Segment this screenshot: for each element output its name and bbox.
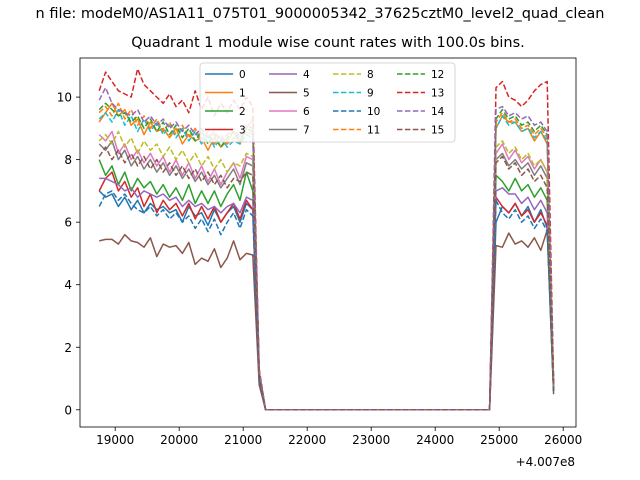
legend-label: 12 xyxy=(431,69,444,81)
y-tick-label: 10 xyxy=(57,91,72,105)
y-tick-label: 0 xyxy=(64,403,72,417)
x-tick-label: 26000 xyxy=(544,433,582,447)
series-2-line xyxy=(98,159,555,411)
legend-label: 10 xyxy=(367,106,380,118)
y-tick-label: 2 xyxy=(64,341,72,355)
legend-label: 9 xyxy=(367,88,374,100)
x-tick-label: 19000 xyxy=(96,433,134,447)
series-11-line xyxy=(98,102,555,411)
legend-label: 3 xyxy=(239,125,246,137)
series-4-line xyxy=(99,177,555,411)
y-axis: 0 2 4 6 8 10 xyxy=(57,91,80,417)
x-tick-label: 21000 xyxy=(224,433,262,447)
y-tick-label: 8 xyxy=(64,153,72,167)
series-1-line xyxy=(98,102,555,411)
figure-suptitle: n file: modeM0/AS1A11_075T01_9000005342_… xyxy=(35,6,605,22)
y-tick-label: 6 xyxy=(64,216,72,230)
x-tick-label: 24000 xyxy=(416,433,454,447)
series-7-line xyxy=(98,140,555,411)
x-axis: 19000 20000 21000 22000 23000 24000 25000 26000 xyxy=(96,427,582,447)
legend-label: 6 xyxy=(303,106,310,118)
x-tick-label: 22000 xyxy=(288,433,326,447)
x-tick-label: 25000 xyxy=(480,433,518,447)
legend-label: 14 xyxy=(431,106,445,118)
series-5-line xyxy=(99,229,555,411)
x-tick-label: 23000 xyxy=(352,433,390,447)
series-6-line xyxy=(98,130,555,411)
legend-label: 7 xyxy=(303,125,310,137)
legend-label: 11 xyxy=(367,125,380,137)
legend-label: 4 xyxy=(303,69,310,81)
series-3-line xyxy=(98,171,555,411)
series-10-line xyxy=(98,190,555,411)
legend-label: 5 xyxy=(303,88,310,100)
legend-label: 0 xyxy=(239,69,246,81)
y-tick-label: 4 xyxy=(64,278,72,292)
series-0-line xyxy=(98,190,555,411)
axes-frame xyxy=(79,57,577,428)
series-12-line xyxy=(98,102,555,411)
legend-frame xyxy=(199,62,456,143)
series-8-line xyxy=(98,130,555,411)
x-tick-label: 20000 xyxy=(160,433,198,447)
legend-label: 13 xyxy=(431,88,444,100)
legend-label: 8 xyxy=(367,69,374,81)
legend-label: 1 xyxy=(239,88,246,100)
legend-label: 2 xyxy=(239,106,246,118)
series-13-line xyxy=(98,68,555,411)
legend-label: 15 xyxy=(431,125,444,137)
series-9-line xyxy=(98,108,555,411)
x-offset-label: +4.007e8 xyxy=(516,455,575,469)
chart-title: Quadrant 1 module wise count rates with … xyxy=(131,35,525,51)
series-15-line xyxy=(98,146,555,411)
